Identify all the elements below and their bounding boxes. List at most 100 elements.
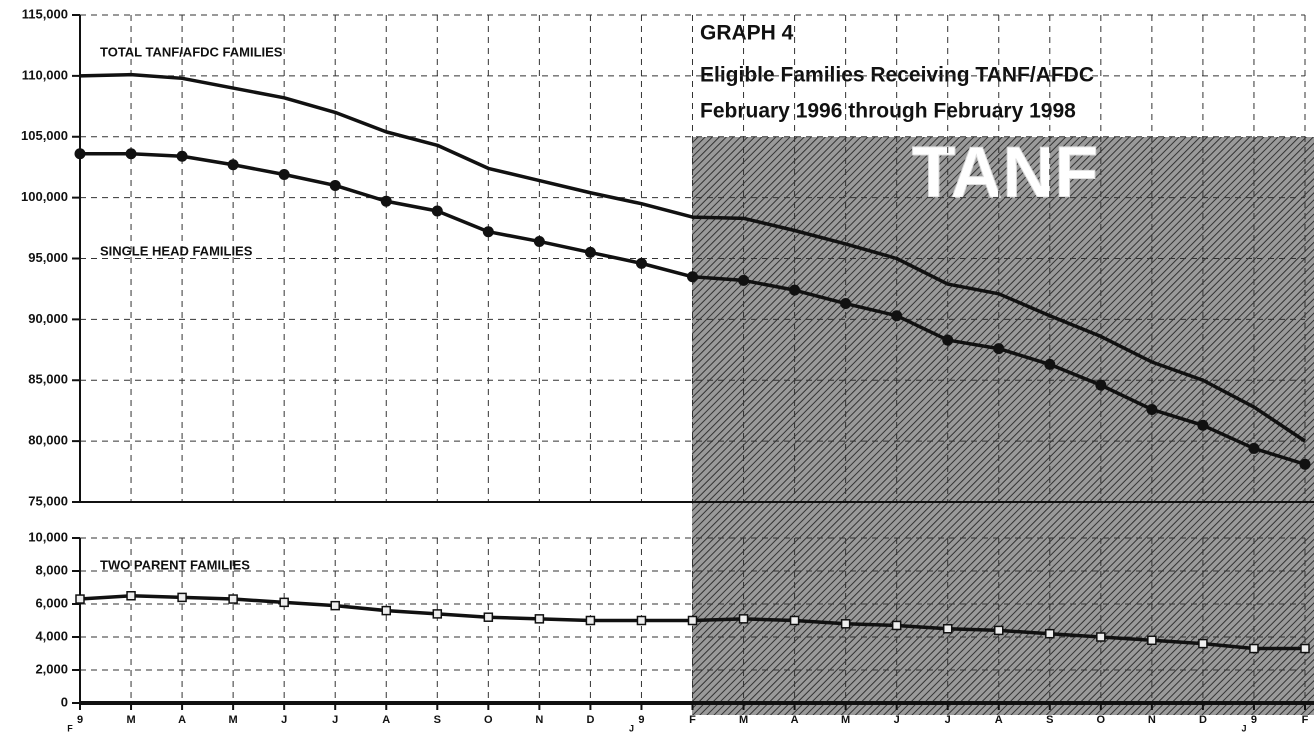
x-tick-label: N <box>535 714 543 726</box>
point <box>789 615 800 626</box>
x-tick-label: M <box>739 714 748 726</box>
point <box>840 298 852 310</box>
x-tick-label: D <box>1199 714 1207 726</box>
series-label: TWO PARENT FAMILIES <box>100 557 250 572</box>
point <box>1198 638 1208 649</box>
point <box>891 620 902 631</box>
point <box>636 615 647 626</box>
series-label: SINGLE HEAD FAMILIES <box>100 243 253 258</box>
x-tick-label: M <box>841 714 850 726</box>
x-tick-label: M <box>126 714 135 726</box>
y-tick-label: 85,000 <box>28 372 68 387</box>
point <box>738 274 750 286</box>
x-tick-label: A <box>791 714 799 726</box>
point <box>942 624 953 634</box>
point <box>789 284 801 296</box>
x-tick-label: 9 <box>77 714 83 726</box>
y-tick-label: 4,000 <box>35 628 68 643</box>
series-line <box>79 72 1306 443</box>
point <box>1044 358 1056 370</box>
x-tick-sublabel: J <box>1241 723 1246 733</box>
point <box>687 615 698 626</box>
x-tick-label: 9 <box>638 714 644 726</box>
point <box>584 246 596 258</box>
point <box>1300 643 1310 654</box>
point <box>585 615 596 626</box>
point <box>942 334 954 346</box>
y-tick-label: 2,000 <box>35 661 68 676</box>
point <box>1299 458 1311 470</box>
point <box>1249 643 1259 654</box>
point <box>330 600 340 611</box>
y-tick-label: 95,000 <box>28 250 68 265</box>
x-tick-label: F <box>1302 714 1309 726</box>
y-tick-label: 90,000 <box>28 311 68 326</box>
point <box>126 591 136 601</box>
point <box>534 614 545 624</box>
tanf-label: TANF <box>912 133 1099 213</box>
point <box>738 614 749 624</box>
x-tick-label: 9 <box>1251 714 1257 726</box>
point <box>176 150 188 162</box>
x-tick-label: J <box>332 714 338 726</box>
x-tick-label: N <box>1148 714 1156 726</box>
point <box>380 195 392 207</box>
x-tick-label: A <box>995 714 1003 726</box>
x-tick-label: S <box>434 714 441 726</box>
point <box>1146 403 1158 415</box>
point <box>687 271 698 283</box>
y-tick-label: 8,000 <box>35 562 68 577</box>
y-tick-label: 6,000 <box>35 595 68 610</box>
chart-title: GRAPH 4 <box>700 22 794 45</box>
x-tick-label: J <box>945 714 951 726</box>
y-tick-label: 115,000 <box>22 6 68 21</box>
y-tick-label: 105,000 <box>21 128 68 143</box>
point <box>1248 442 1260 454</box>
point <box>482 226 494 238</box>
point <box>840 619 851 629</box>
point <box>227 159 239 171</box>
x-tick-label: A <box>178 714 186 726</box>
point <box>177 592 187 603</box>
point <box>1096 632 1106 642</box>
point <box>279 597 289 608</box>
x-tick-label: F <box>689 714 696 726</box>
x-tick-label: O <box>484 714 493 726</box>
point <box>993 343 1005 355</box>
point <box>329 179 341 191</box>
y-tick-label: 0 <box>61 694 68 709</box>
point <box>432 609 443 619</box>
y-tick-label: 100,000 <box>21 189 68 204</box>
plot: 75,000 80,000 85,000 90,000 95,000 100,000 105… <box>21 6 1314 733</box>
y-tick-label: 75,000 <box>28 493 68 508</box>
y-tick-label: 80,000 <box>28 433 68 448</box>
chart-subtitle: February 1996 through February 1998 <box>700 100 1076 123</box>
x-tick-sublabel: J <box>629 723 634 733</box>
point <box>994 625 1004 636</box>
y-tick-label: 110,000 <box>22 67 68 82</box>
series-label: TOTAL TANF/AFDC FAMILIES <box>100 44 283 59</box>
point <box>125 148 137 160</box>
point <box>1095 379 1107 391</box>
point <box>75 594 85 604</box>
x-tick-label: S <box>1046 714 1053 726</box>
point <box>431 205 443 217</box>
x-tick-label: A <box>382 714 390 726</box>
x-tick-label: J <box>281 714 287 726</box>
x-tick-label: J <box>894 714 900 726</box>
x-tick-label: O <box>1097 714 1106 726</box>
point <box>1197 419 1209 431</box>
point <box>74 148 86 160</box>
x-tick-sublabel: F <box>67 723 73 733</box>
point <box>278 168 290 180</box>
point <box>381 605 391 616</box>
point <box>1045 628 1055 639</box>
x-tick-label: D <box>586 714 594 726</box>
point <box>635 257 647 269</box>
point <box>891 310 903 322</box>
point <box>483 612 494 622</box>
x-tick-label: M <box>229 714 238 726</box>
y-tick-label: 10,000 <box>28 529 68 544</box>
point <box>228 594 238 604</box>
